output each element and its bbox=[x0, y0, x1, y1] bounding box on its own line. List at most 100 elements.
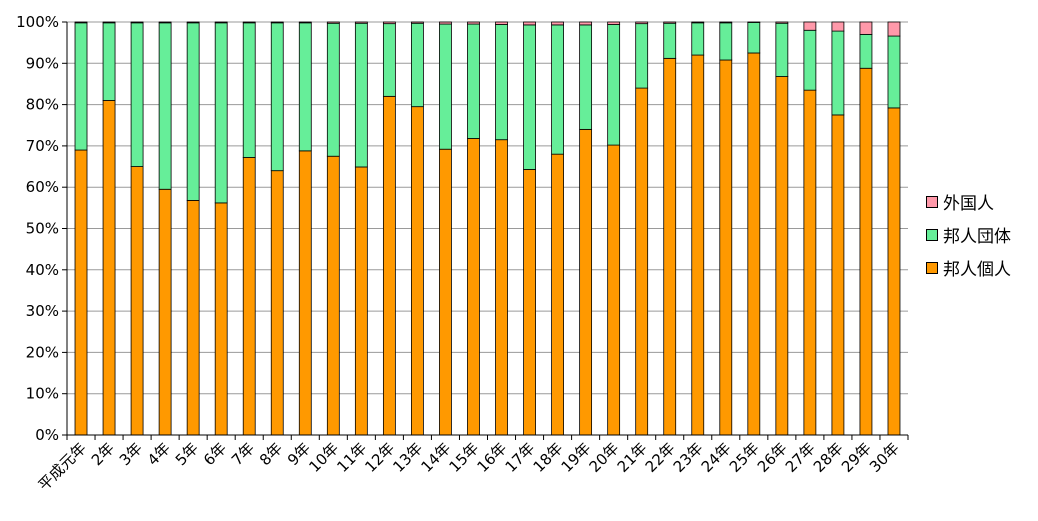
x-tick-label: 21年 bbox=[614, 439, 651, 476]
bar-segment-foreigner bbox=[719, 21, 733, 24]
bar-segment-foreigner bbox=[551, 21, 564, 26]
bar-segment-foreigner bbox=[130, 21, 144, 24]
bar-segment-japanese-organization bbox=[607, 24, 621, 146]
x-tick-label: 14年 bbox=[417, 439, 454, 476]
bar-segment-japanese-individual bbox=[411, 106, 424, 436]
x-tick-label: 24年 bbox=[698, 439, 735, 476]
bar-segment-foreigner bbox=[691, 21, 705, 24]
bar-segment-japanese-individual bbox=[242, 157, 256, 436]
bar-segment-foreigner bbox=[74, 21, 88, 24]
x-tick-label: 23年 bbox=[670, 439, 707, 476]
bar-segment-japanese-individual bbox=[102, 100, 116, 436]
y-tick-label: 90% bbox=[26, 54, 59, 72]
bar-segment-foreigner bbox=[214, 21, 228, 24]
bar-segment-japanese-organization bbox=[326, 22, 340, 157]
x-tick-label: 13年 bbox=[389, 439, 426, 476]
bar-segment-foreigner bbox=[270, 21, 284, 24]
bar-segment-japanese-individual bbox=[326, 155, 340, 436]
y-tick-label: 40% bbox=[26, 261, 59, 279]
x-tick-label: 19年 bbox=[558, 439, 595, 476]
bar-segment-foreigner bbox=[775, 21, 789, 24]
y-tick-label: 30% bbox=[26, 302, 59, 320]
bar-segment-foreigner bbox=[607, 21, 621, 25]
bar-segment-japanese-individual bbox=[551, 153, 564, 436]
axis-layer: 0%10%20%30%40%50%60%70%80%90%100%平成元年2年3… bbox=[16, 13, 909, 494]
x-tick-label: 20年 bbox=[586, 439, 623, 476]
bar-segment-japanese-organization bbox=[298, 22, 312, 152]
bar-segment-japanese-individual bbox=[158, 188, 172, 436]
bar-segment-foreigner bbox=[242, 21, 256, 24]
x-tick-label: 7年 bbox=[228, 439, 258, 469]
bar-segment-foreigner bbox=[495, 21, 508, 25]
x-tick-label: 30年 bbox=[866, 439, 903, 476]
bar-segment-japanese-organization bbox=[411, 22, 424, 108]
y-tick-label: 60% bbox=[26, 178, 59, 196]
bar-segment-japanese-organization bbox=[270, 22, 284, 172]
y-tick-label: 100% bbox=[16, 13, 59, 31]
bar-segment-japanese-organization bbox=[803, 29, 817, 91]
bar-segment-japanese-individual bbox=[467, 138, 480, 436]
x-tick-label: 17年 bbox=[502, 439, 539, 476]
bar-segment-japanese-individual bbox=[298, 150, 312, 436]
bar-segment-foreigner bbox=[439, 21, 452, 25]
bar-segment-foreigner bbox=[382, 21, 396, 25]
bar-segment-foreigner bbox=[887, 21, 901, 37]
bar-segment-japanese-individual bbox=[859, 67, 873, 436]
bar-segment-japanese-organization bbox=[495, 24, 508, 141]
bar-segment-japanese-organization bbox=[467, 23, 480, 139]
bar-segment-japanese-individual bbox=[130, 166, 144, 436]
x-tick-label: 27年 bbox=[782, 439, 819, 476]
bar-segment-japanese-individual bbox=[186, 200, 200, 436]
bar-segment-foreigner bbox=[831, 21, 845, 32]
x-tick-label: 5年 bbox=[172, 439, 202, 469]
x-tick-label: 3年 bbox=[116, 439, 146, 469]
bar-segment-foreigner bbox=[467, 21, 480, 25]
bar-segment-japanese-organization bbox=[635, 23, 649, 89]
x-tick-label: 15年 bbox=[445, 439, 482, 476]
bar-segment-japanese-organization bbox=[130, 22, 144, 167]
y-tick-label: 70% bbox=[26, 137, 59, 155]
bar-segment-japanese-organization bbox=[551, 24, 564, 155]
bar-segment-japanese-organization bbox=[775, 22, 789, 77]
legend-swatch-japanese-individual bbox=[926, 261, 938, 274]
y-tick-label: 50% bbox=[26, 220, 59, 238]
bar-segment-japanese-individual bbox=[439, 148, 452, 436]
bar-segment-japanese-organization bbox=[102, 22, 116, 101]
x-tick-label: 29年 bbox=[838, 439, 875, 476]
bar-segment-japanese-organization bbox=[354, 22, 368, 168]
bar-segment-foreigner bbox=[803, 21, 817, 31]
bar-segment-foreigner bbox=[859, 21, 873, 35]
x-tick-label: 22年 bbox=[642, 439, 679, 476]
bar-segment-japanese-organization bbox=[523, 24, 536, 170]
legend-swatch-foreigner bbox=[926, 195, 938, 208]
bar-segment-foreigner bbox=[158, 21, 172, 24]
y-tick-label: 0% bbox=[35, 426, 59, 444]
x-tick-label: 6年 bbox=[200, 439, 230, 469]
bar-segment-foreigner bbox=[298, 21, 312, 24]
legend-item-foreigner: 外国人 bbox=[926, 185, 1011, 218]
bar-segment-foreigner bbox=[186, 21, 200, 24]
bar-segment-japanese-individual bbox=[719, 59, 733, 436]
bar-segment-japanese-organization bbox=[719, 22, 733, 61]
x-tick-label: 12年 bbox=[361, 439, 398, 476]
bar-segment-japanese-individual bbox=[831, 114, 845, 436]
legend-swatch-japanese-organization bbox=[926, 228, 938, 241]
bar-segment-japanese-organization bbox=[859, 33, 873, 69]
legend-label-japanese-individual: 邦人個人 bbox=[943, 260, 1011, 280]
bar-segment-japanese-individual bbox=[747, 52, 761, 436]
grid-layer bbox=[67, 21, 908, 395]
y-tick-label: 20% bbox=[26, 343, 59, 361]
bar-segment-japanese-individual bbox=[803, 89, 817, 436]
x-tick-label: 4年 bbox=[144, 439, 174, 469]
bar-segment-japanese-individual bbox=[495, 139, 508, 436]
x-tick-label: 8年 bbox=[256, 439, 286, 469]
bar-segment-japanese-individual bbox=[887, 107, 901, 436]
bar-segment-japanese-individual bbox=[354, 166, 368, 436]
bar-segment-foreigner bbox=[663, 21, 677, 24]
x-tick-label: 2年 bbox=[88, 439, 118, 469]
bar-segment-japanese-organization bbox=[214, 22, 228, 204]
y-tick-label: 80% bbox=[26, 96, 59, 114]
bar-segment-japanese-organization bbox=[887, 35, 901, 109]
bar-segment-japanese-individual bbox=[663, 57, 677, 436]
